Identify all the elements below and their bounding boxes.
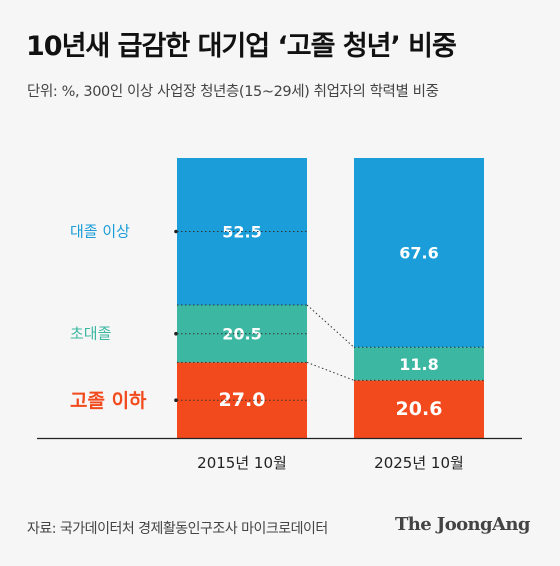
legend-leader-dot-0 bbox=[174, 398, 178, 403]
bar-segment-1-0 bbox=[354, 380, 484, 438]
legend-label-1: 초대졸 bbox=[70, 325, 111, 343]
connector-line-1 bbox=[306, 304, 355, 348]
connector-line-0 bbox=[306, 361, 355, 381]
x-tick-label-0: 2015년 10월 bbox=[197, 454, 287, 472]
x-tick-label-1: 2025년 10월 bbox=[374, 454, 464, 472]
legend-leader-dot-1 bbox=[174, 331, 178, 336]
value-label-1-2: 67.6 bbox=[399, 244, 438, 263]
bar-segment-1-2 bbox=[354, 158, 484, 348]
chart-subtitle: 단위: %, 300인 이상 사업장 청년층(15~29세) 취업자의 학력별 … bbox=[27, 84, 439, 100]
source-note: 자료: 국가데이터처 경제활동인구조사 마이크로데이터 bbox=[27, 521, 328, 537]
legend-leader-dot-2 bbox=[174, 229, 178, 234]
chart-title: 10년새 급감한 대기업 ‘고졸 청년’ 비중 bbox=[26, 31, 457, 62]
value-label-1-0: 20.6 bbox=[396, 398, 443, 420]
legend-label-2: 대졸 이상 bbox=[70, 223, 130, 241]
bar-segment-1-1 bbox=[354, 347, 484, 381]
publisher-logo: The JoongAng bbox=[395, 514, 530, 535]
legend-label-0: 고졸 이하 bbox=[70, 390, 147, 412]
value-label-1-1: 11.8 bbox=[399, 355, 438, 374]
